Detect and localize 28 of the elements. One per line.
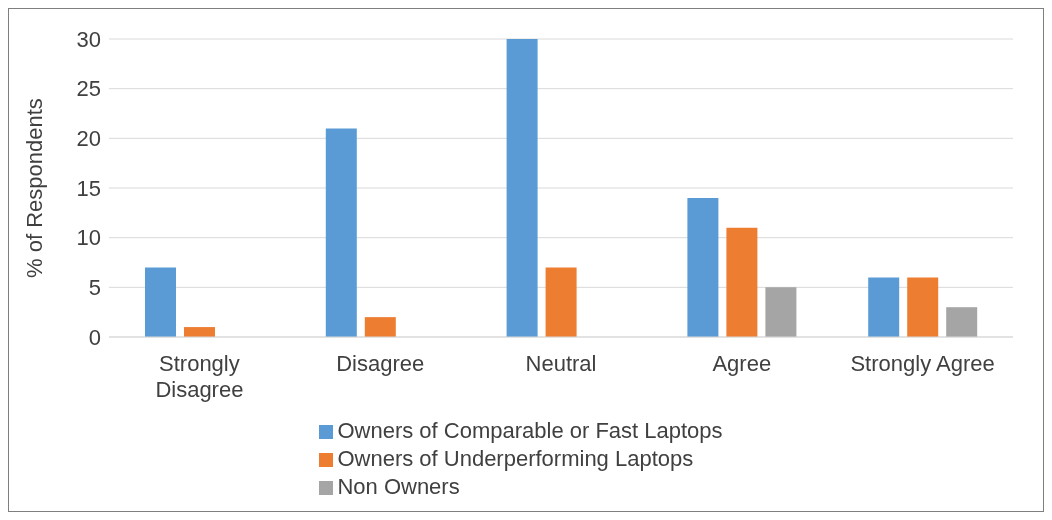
legend-label: Owners of Underperforming Laptops bbox=[337, 446, 694, 471]
legend-label: Non Owners bbox=[337, 474, 460, 499]
x-tick-label: Agree bbox=[712, 351, 772, 376]
y-tick-label: 15 bbox=[76, 175, 101, 201]
x-tick-label: Neutral bbox=[525, 351, 597, 376]
y-axis-title: % of Respondents bbox=[21, 98, 47, 278]
y-tick-label: 20 bbox=[76, 126, 101, 152]
legend-label: Owners of Comparable or Fast Laptops bbox=[337, 418, 723, 443]
bar bbox=[545, 267, 577, 337]
y-tick-label: 30 bbox=[76, 26, 101, 52]
bar bbox=[868, 277, 900, 337]
bar bbox=[907, 277, 939, 337]
y-tick-label: 25 bbox=[76, 76, 101, 102]
x-tick-label: Strongly Disagree bbox=[155, 351, 244, 402]
bar bbox=[946, 307, 978, 337]
bar bbox=[325, 128, 357, 337]
x-tick-label: Disagree bbox=[336, 351, 425, 376]
y-tick-label: 5 bbox=[88, 275, 101, 301]
bar bbox=[726, 227, 758, 337]
y-tick-label: 10 bbox=[76, 225, 101, 251]
bar bbox=[506, 39, 538, 337]
bar bbox=[145, 267, 176, 337]
x-tick-label: Strongly Agree bbox=[850, 351, 995, 376]
bar bbox=[687, 197, 719, 337]
bar bbox=[184, 327, 215, 337]
bar bbox=[364, 317, 396, 337]
y-tick-label: 0 bbox=[88, 324, 101, 350]
bar bbox=[765, 287, 797, 337]
